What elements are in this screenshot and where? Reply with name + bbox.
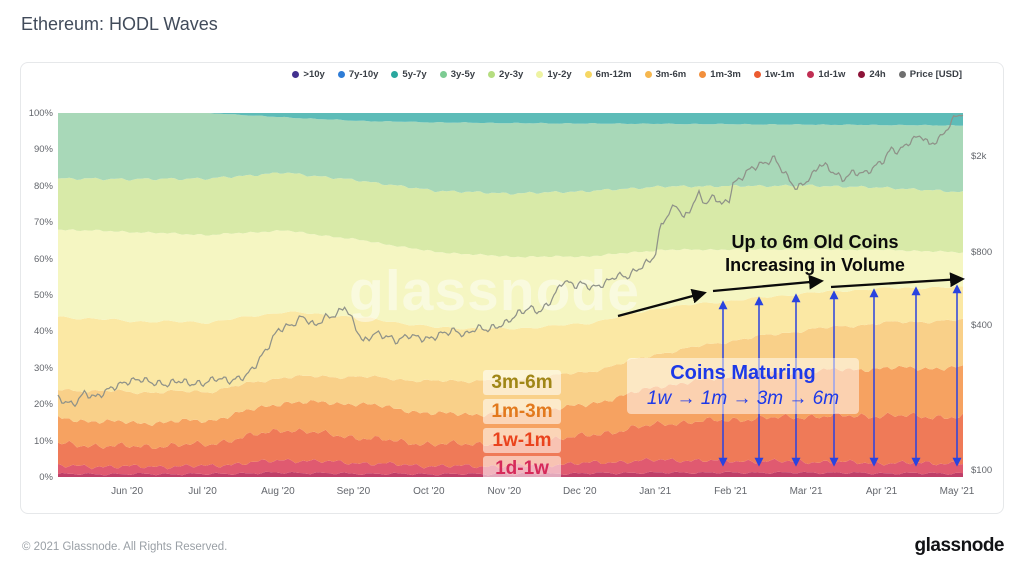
- legend-item-7y-10y[interactable]: 7y-10y: [337, 69, 379, 80]
- legend-label: 6m-12m: [595, 69, 632, 80]
- x-tick-jan-21: Jan '21: [639, 486, 672, 497]
- x-tick-nov-20: Nov '20: [487, 486, 522, 497]
- legend-item-1y-2y[interactable]: 1y-2y: [536, 69, 572, 80]
- legend-item-1w-1m[interactable]: 1w-1m: [753, 69, 795, 80]
- legend-item-2y-3y[interactable]: 2y-3y: [488, 69, 523, 80]
- y-left-tick-80%: 80%: [33, 180, 53, 192]
- legend-label: 3y-5y: [450, 69, 476, 80]
- y-left-tick-20%: 20%: [33, 399, 53, 411]
- legend-item-24h[interactable]: 24h: [858, 69, 886, 80]
- legend-dot: [536, 71, 544, 78]
- area-band-24h[interactable]: [58, 471, 963, 477]
- y-left-tick-50%: 50%: [33, 290, 53, 301]
- legend-label: Price [USD]: [909, 69, 962, 80]
- x-tick-apr-21: Apr '21: [865, 486, 898, 497]
- legend-item-1m-3m[interactable]: 1m-3m: [699, 69, 741, 80]
- legend-dot: [488, 71, 496, 78]
- legend-dot: [644, 71, 652, 78]
- legend-label: 1m-3m: [710, 69, 741, 80]
- y-left-tick-30%: 30%: [33, 362, 53, 374]
- legend-label: 7y-10y: [348, 69, 379, 80]
- band-label-1w-1m: 1w-1m: [483, 428, 561, 453]
- x-tick-may-21: May '21: [939, 486, 975, 497]
- y-left-tick-40%: 40%: [33, 326, 53, 338]
- legend-item-6m-12m[interactable]: 6m-12m: [584, 69, 632, 80]
- band-label-1m-3m: 1m-3m: [483, 399, 561, 424]
- x-tick-aug-20: Aug '20: [261, 486, 295, 497]
- y-left-tick-70%: 70%: [33, 217, 53, 229]
- legend-item-5y-7y[interactable]: 5y-7y: [391, 69, 427, 80]
- legend-label: >10y: [303, 69, 325, 80]
- x-tick-jun-20: Jun '20: [111, 486, 144, 497]
- annotation-volume-note: Up to 6m Old Coins Increasing in Volume: [655, 231, 975, 277]
- legend-label: 1y-2y: [547, 69, 572, 80]
- legend-dot: [858, 71, 866, 78]
- x-tick-feb-21: Feb '21: [714, 486, 748, 497]
- y-right-tick-100: $100: [971, 465, 993, 477]
- legend-item-1d-1w[interactable]: 1d-1w: [807, 69, 845, 80]
- y-right-tick-400: $400: [971, 319, 993, 331]
- legend-item--10y[interactable]: >10y: [292, 69, 325, 80]
- x-tick-sep-20: Sep '20: [336, 486, 371, 497]
- legend-label: 5y-7y: [402, 69, 427, 80]
- x-tick-dec-20: Dec '20: [562, 486, 597, 497]
- legend-label: 1d-1w: [818, 69, 846, 80]
- annotation-coins-maturing: Coins Maturing 1w → 1m → 3m → 6m: [627, 358, 859, 414]
- annotation-maturing-title: Coins Maturing: [670, 362, 816, 384]
- annotation-maturing-flow: 1w → 1m → 3m → 6m: [646, 388, 840, 409]
- y-right-tick-2k: $2k: [971, 150, 987, 162]
- chart-legend: >10y 7y-10y 5y-7y 3y-5y 2y-3y 1y-2y 6m-12m 3m-6…: [292, 69, 962, 80]
- annotation-volume-line1: Up to 6m Old Coins: [731, 232, 899, 252]
- area-band-1w-1m[interactable]: [58, 412, 963, 470]
- x-tick-mar-21: Mar '21: [789, 486, 823, 497]
- legend-item-price-usd-[interactable]: Price [USD]: [898, 69, 962, 80]
- annotation-volume-line2: Increasing in Volume: [725, 255, 905, 275]
- band-label-3m-6m: 3m-6m: [483, 370, 561, 395]
- legend-dot: [584, 71, 592, 78]
- legend-dot: [292, 71, 300, 78]
- legend-dot: [439, 71, 447, 78]
- legend-dot: [807, 71, 815, 78]
- y-left-tick-0%: 0%: [39, 472, 53, 483]
- footer-copyright: © 2021 Glassnode. All Rights Reserved.: [22, 541, 228, 553]
- legend-dot: [898, 71, 906, 78]
- y-left-tick-10%: 10%: [33, 435, 53, 447]
- legend-label: 24h: [869, 69, 886, 80]
- legend-dot: [391, 71, 399, 78]
- legend-dot: [337, 71, 345, 78]
- y-right-tick-800: $800: [971, 246, 993, 258]
- legend-dot: [753, 71, 761, 78]
- page-title: Ethereum: HODL Waves: [21, 14, 218, 34]
- legend-dot: [699, 71, 707, 78]
- y-left-tick-100%: 100%: [28, 108, 53, 119]
- x-tick-oct-20: Oct '20: [413, 486, 445, 497]
- legend-item-3m-6m[interactable]: 3m-6m: [644, 69, 687, 80]
- legend-label: 1w-1m: [764, 69, 795, 80]
- legend-label: 2y-3y: [499, 69, 524, 80]
- y-left-tick-60%: 60%: [33, 253, 53, 265]
- y-left-tick-90%: 90%: [33, 144, 53, 156]
- x-tick-jul-20: Jul '20: [188, 486, 217, 497]
- band-label-1d-1w: 1d-1w: [483, 456, 561, 481]
- legend-item-3y-5y[interactable]: 3y-5y: [439, 69, 476, 80]
- legend-label: 3m-6m: [655, 69, 687, 80]
- glassnode-logo: glassnode: [914, 535, 1005, 556]
